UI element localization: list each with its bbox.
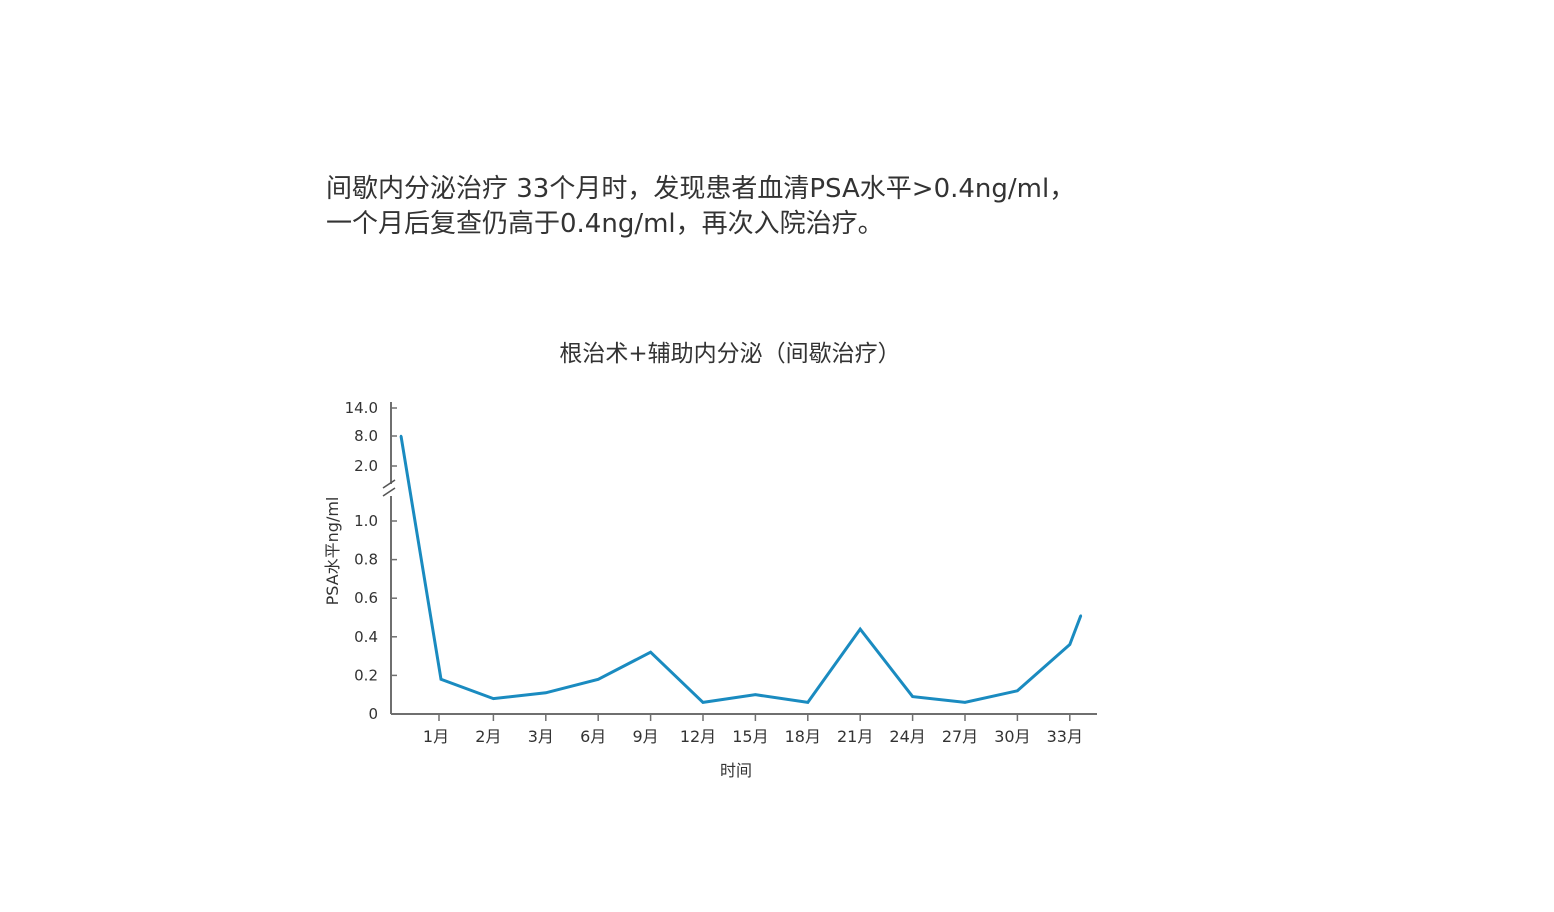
data-point [1016,689,1019,692]
x-axis-ticks: 1月 2月 3月 6月 9月 12月 15月 18月 21月 24月 27月 30月 33月 [423,714,1083,746]
data-point [439,678,443,681]
data-point [806,701,809,704]
x-tick-label: 21月 [837,727,873,746]
y-tick-label: 0 [368,705,378,723]
y-tick-label: 0.6 [354,589,378,607]
x-tick-label: 3月 [528,727,554,746]
data-point [911,695,914,698]
y-tick-label: 0.4 [354,628,378,646]
chart-axes [382,402,1097,715]
data-point [597,678,600,681]
y-tick-label: 14.0 [345,399,378,417]
y-tick-label: 0.2 [354,666,378,684]
data-point [701,701,705,704]
data-point [1079,614,1083,617]
description-line-2: 一个月后复查仍高于0.4ng/ml，再次入院治疗。 [326,209,884,239]
data-point [1068,643,1072,646]
x-tick-label: 2月 [475,727,501,746]
chart-title: 根治术+辅助内分泌（间歇治疗） [559,341,901,367]
data-point [399,434,403,438]
x-tick-label: 24月 [889,727,925,746]
data-point [754,693,757,696]
axis-break-mark-1 [382,479,396,489]
data-point [544,691,547,694]
description-line-1: 间歇内分泌治疗 33个月时，发现患者血清PSA水平>0.4ng/ml， [326,174,1076,204]
y-axis-ticks: 0 0.2 0.4 0.6 0.8 1.0 2.0 8.0 14.0 [345,399,397,723]
y-tick-label: 0.8 [354,551,378,569]
x-tick-label: 33月 [1047,727,1083,746]
x-axis-label: 时间 [720,761,752,780]
description: 间歇内分泌治疗 33个月时，发现患者血清PSA水平>0.4ng/ml， 一个月后… [326,172,1146,242]
axis-break-mark-2 [382,487,396,497]
x-tick-label: 12月 [680,727,716,746]
y-axis-label: PSA水平ng/ml [323,497,342,606]
x-tick-label: 27月 [942,727,978,746]
x-tick-label: 30月 [994,727,1030,746]
data-point [649,651,652,654]
x-tick-label: 15月 [732,727,768,746]
x-tick-label: 1月 [423,727,449,746]
data-point [859,627,862,631]
y-tick-label: 2.0 [354,457,378,475]
data-point [963,701,967,704]
y-tick-label: 8.0 [354,427,378,445]
x-tick-label: 6月 [580,727,606,746]
y-tick-label: 1.0 [354,512,378,530]
series-group [399,434,1083,705]
x-tick-label: 9月 [633,727,659,746]
x-tick-label: 18月 [785,727,821,746]
data-point [492,697,495,700]
psa-series-line [399,435,1083,705]
